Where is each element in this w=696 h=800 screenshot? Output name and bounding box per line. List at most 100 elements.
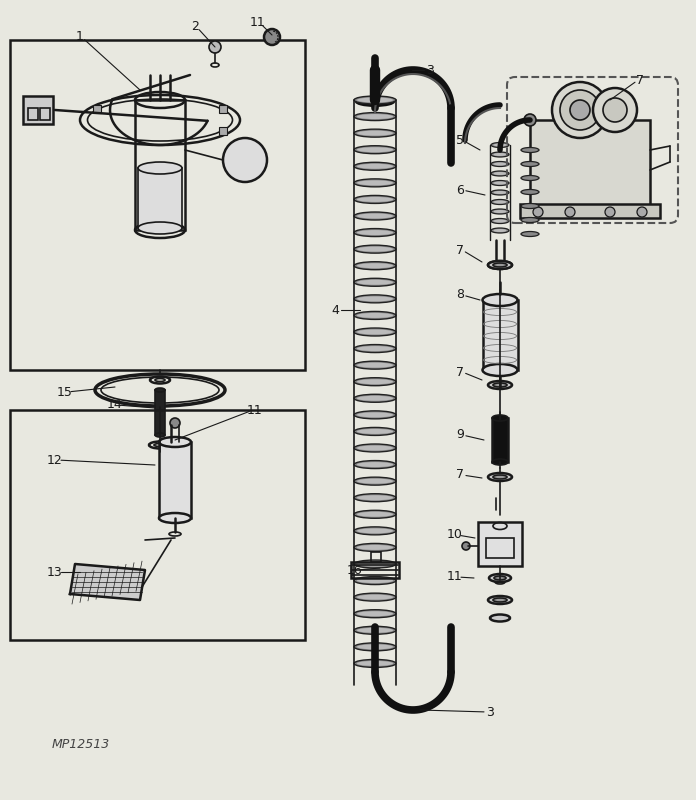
Ellipse shape bbox=[354, 659, 396, 667]
Ellipse shape bbox=[493, 153, 507, 156]
Text: 7: 7 bbox=[636, 74, 644, 86]
Ellipse shape bbox=[357, 545, 393, 550]
Ellipse shape bbox=[493, 201, 507, 203]
Ellipse shape bbox=[521, 203, 539, 209]
Ellipse shape bbox=[482, 294, 518, 306]
Ellipse shape bbox=[491, 218, 509, 223]
Bar bbox=[10, 410, 305, 640]
Ellipse shape bbox=[354, 295, 396, 303]
Bar bbox=[28, 108, 38, 120]
Text: 3: 3 bbox=[486, 706, 494, 718]
Ellipse shape bbox=[354, 543, 396, 551]
Ellipse shape bbox=[357, 446, 393, 450]
Ellipse shape bbox=[357, 512, 393, 517]
Ellipse shape bbox=[493, 143, 507, 146]
Ellipse shape bbox=[354, 643, 396, 651]
Ellipse shape bbox=[488, 261, 512, 269]
Ellipse shape bbox=[354, 129, 396, 137]
Ellipse shape bbox=[488, 381, 512, 389]
Ellipse shape bbox=[354, 146, 396, 154]
Ellipse shape bbox=[357, 147, 393, 152]
Circle shape bbox=[524, 114, 536, 126]
Ellipse shape bbox=[493, 219, 507, 222]
Polygon shape bbox=[70, 564, 145, 600]
Ellipse shape bbox=[491, 181, 509, 186]
Ellipse shape bbox=[494, 576, 506, 580]
Bar bbox=[492, 418, 508, 462]
Ellipse shape bbox=[357, 313, 393, 318]
Text: 7: 7 bbox=[456, 366, 464, 378]
Ellipse shape bbox=[357, 578, 393, 583]
Bar bbox=[219, 127, 227, 135]
Ellipse shape bbox=[357, 661, 393, 666]
Bar bbox=[478, 522, 522, 566]
Text: 5: 5 bbox=[456, 134, 464, 146]
Ellipse shape bbox=[357, 330, 393, 334]
Circle shape bbox=[637, 207, 647, 217]
Ellipse shape bbox=[354, 262, 396, 270]
Text: 12: 12 bbox=[47, 454, 63, 466]
Ellipse shape bbox=[488, 473, 512, 481]
Bar bbox=[219, 105, 227, 113]
Ellipse shape bbox=[521, 162, 539, 166]
Ellipse shape bbox=[493, 182, 507, 185]
Ellipse shape bbox=[493, 191, 507, 194]
Circle shape bbox=[209, 41, 221, 53]
Ellipse shape bbox=[357, 214, 393, 218]
Ellipse shape bbox=[493, 263, 507, 267]
Ellipse shape bbox=[357, 379, 393, 384]
Ellipse shape bbox=[354, 345, 396, 353]
Ellipse shape bbox=[489, 574, 511, 582]
Ellipse shape bbox=[138, 222, 182, 234]
Ellipse shape bbox=[493, 162, 507, 166]
Circle shape bbox=[552, 82, 608, 138]
Bar bbox=[155, 390, 165, 435]
Text: 15: 15 bbox=[57, 386, 73, 398]
Ellipse shape bbox=[354, 427, 396, 435]
Ellipse shape bbox=[354, 610, 396, 618]
Ellipse shape bbox=[357, 296, 393, 302]
Ellipse shape bbox=[521, 190, 539, 194]
Ellipse shape bbox=[357, 280, 393, 285]
Bar bbox=[40, 108, 50, 120]
Ellipse shape bbox=[354, 477, 396, 485]
Ellipse shape bbox=[493, 263, 507, 267]
Text: MP12513: MP12513 bbox=[52, 738, 110, 751]
Ellipse shape bbox=[491, 171, 509, 176]
Ellipse shape bbox=[155, 433, 165, 437]
Ellipse shape bbox=[490, 614, 510, 622]
Bar bbox=[159, 442, 191, 518]
Bar bbox=[530, 120, 650, 210]
Ellipse shape bbox=[354, 560, 396, 568]
Circle shape bbox=[170, 418, 180, 428]
Text: 6: 6 bbox=[456, 183, 464, 197]
Ellipse shape bbox=[491, 142, 509, 147]
Ellipse shape bbox=[491, 228, 509, 233]
Text: 8: 8 bbox=[456, 289, 464, 302]
Circle shape bbox=[605, 207, 615, 217]
Ellipse shape bbox=[354, 162, 396, 170]
Text: 11: 11 bbox=[247, 403, 263, 417]
Bar bbox=[135, 100, 185, 230]
Ellipse shape bbox=[357, 230, 393, 235]
Circle shape bbox=[462, 542, 470, 550]
Ellipse shape bbox=[354, 245, 396, 253]
Text: 2: 2 bbox=[191, 21, 199, 34]
Ellipse shape bbox=[354, 229, 396, 237]
Circle shape bbox=[264, 29, 280, 45]
Ellipse shape bbox=[357, 98, 393, 102]
Text: 11: 11 bbox=[250, 17, 266, 30]
Text: 13: 13 bbox=[47, 566, 63, 578]
Ellipse shape bbox=[357, 114, 393, 119]
Ellipse shape bbox=[491, 199, 509, 205]
Ellipse shape bbox=[357, 130, 393, 136]
Ellipse shape bbox=[357, 180, 393, 186]
Ellipse shape bbox=[491, 152, 509, 157]
Ellipse shape bbox=[493, 229, 507, 232]
Ellipse shape bbox=[354, 510, 396, 518]
Bar bbox=[520, 204, 660, 218]
Ellipse shape bbox=[354, 328, 396, 336]
Ellipse shape bbox=[357, 644, 393, 650]
Ellipse shape bbox=[357, 594, 393, 600]
Ellipse shape bbox=[138, 162, 182, 174]
